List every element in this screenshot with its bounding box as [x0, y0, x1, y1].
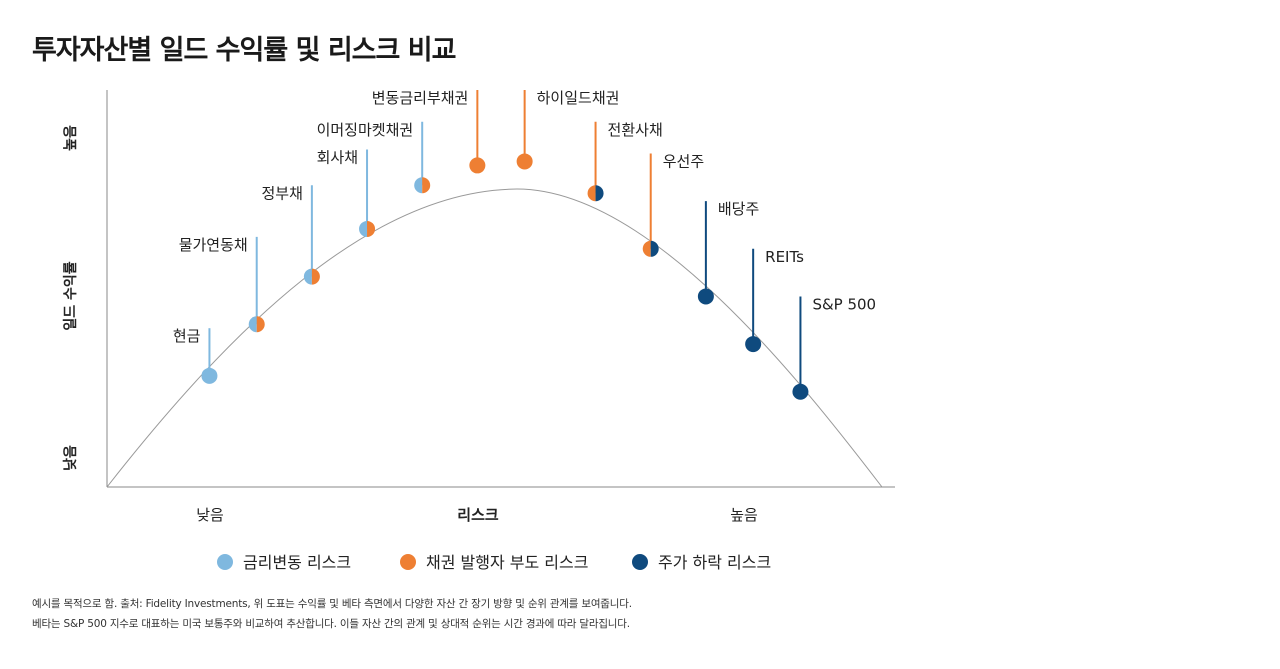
point-3-right	[367, 220, 376, 237]
point-label-4: 이머징마켓채권	[317, 121, 414, 139]
point-7-right	[595, 185, 604, 202]
point-7-left	[587, 185, 596, 202]
point-label-7: 전환사채	[608, 121, 663, 139]
beta-note: 베타는 S&P 500 지수로 대표하는 미국 보통주와 비교하여 추산합니다.…	[32, 618, 630, 630]
point-1-right	[256, 316, 265, 333]
y-tick-low: 낮음	[63, 445, 79, 471]
point-label-6: 하이일드채권	[537, 89, 620, 107]
source-note: 예시를 목적으로 함. 출처: Fidelity Investments, 위 …	[32, 598, 632, 610]
point-label-9: 배당주	[718, 200, 759, 218]
point-8-left	[642, 240, 651, 257]
point-label-1: 물가연동채	[179, 236, 248, 254]
point-0	[201, 367, 218, 384]
point-6	[516, 153, 533, 170]
point-11	[792, 383, 809, 400]
x-axis-label: 리스크	[457, 506, 499, 524]
point-label-8: 우선주	[663, 153, 704, 171]
y-tick-high: 높음	[63, 125, 79, 151]
point-label-5: 변동금리부채권	[372, 89, 469, 107]
legend-label-credit: 채권 발행자 부도 리스크	[426, 553, 588, 572]
point-label-2: 정부채	[261, 184, 302, 202]
point-label-3: 회사채	[317, 149, 358, 167]
point-label-10: REITs	[765, 248, 804, 266]
point-4-left	[414, 177, 423, 194]
point-2-right	[311, 268, 320, 285]
point-8-right	[650, 240, 659, 257]
point-5	[469, 157, 486, 174]
chart-title: 투자자산별 일드 수익률 및 리스크 비교	[32, 35, 456, 66]
legend-swatch-rate	[217, 554, 233, 570]
legend-label-rate: 금리변동 리스크	[243, 553, 351, 572]
point-1-left	[248, 316, 257, 333]
x-tick-high: 높음	[730, 506, 758, 524]
point-10	[745, 336, 762, 353]
point-2-left	[303, 268, 312, 285]
point-label-11: S&P 500	[812, 295, 876, 313]
trend-curve	[106, 188, 883, 488]
y-axis-label: 일드 수익률	[62, 261, 79, 330]
legend-swatch-credit	[400, 554, 416, 570]
legend-label-equity: 주가 하락 리스크	[658, 553, 771, 572]
point-4-right	[422, 177, 431, 194]
point-label-0: 현금	[173, 327, 201, 345]
point-3-left	[359, 220, 368, 237]
point-9	[697, 288, 714, 305]
x-tick-low: 낮음	[196, 506, 224, 524]
legend-swatch-equity	[632, 554, 648, 570]
